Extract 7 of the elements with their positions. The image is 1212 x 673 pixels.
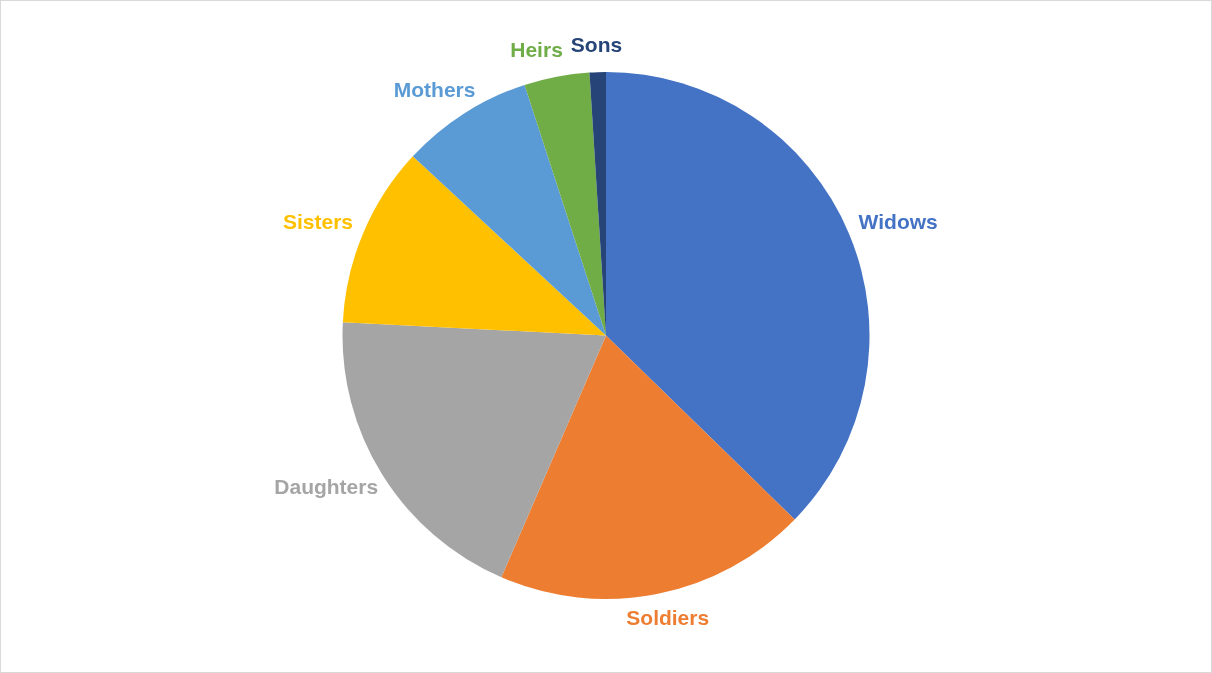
slice-label: Sons (570, 32, 623, 56)
slice-label: Mothers (393, 78, 476, 102)
slice-label: Widows (858, 209, 938, 233)
slice-label: Soldiers (626, 606, 710, 630)
slice-label: Sisters (283, 209, 354, 233)
slice-label: Heirs (510, 37, 563, 61)
slice-label: Daughters (274, 475, 379, 499)
